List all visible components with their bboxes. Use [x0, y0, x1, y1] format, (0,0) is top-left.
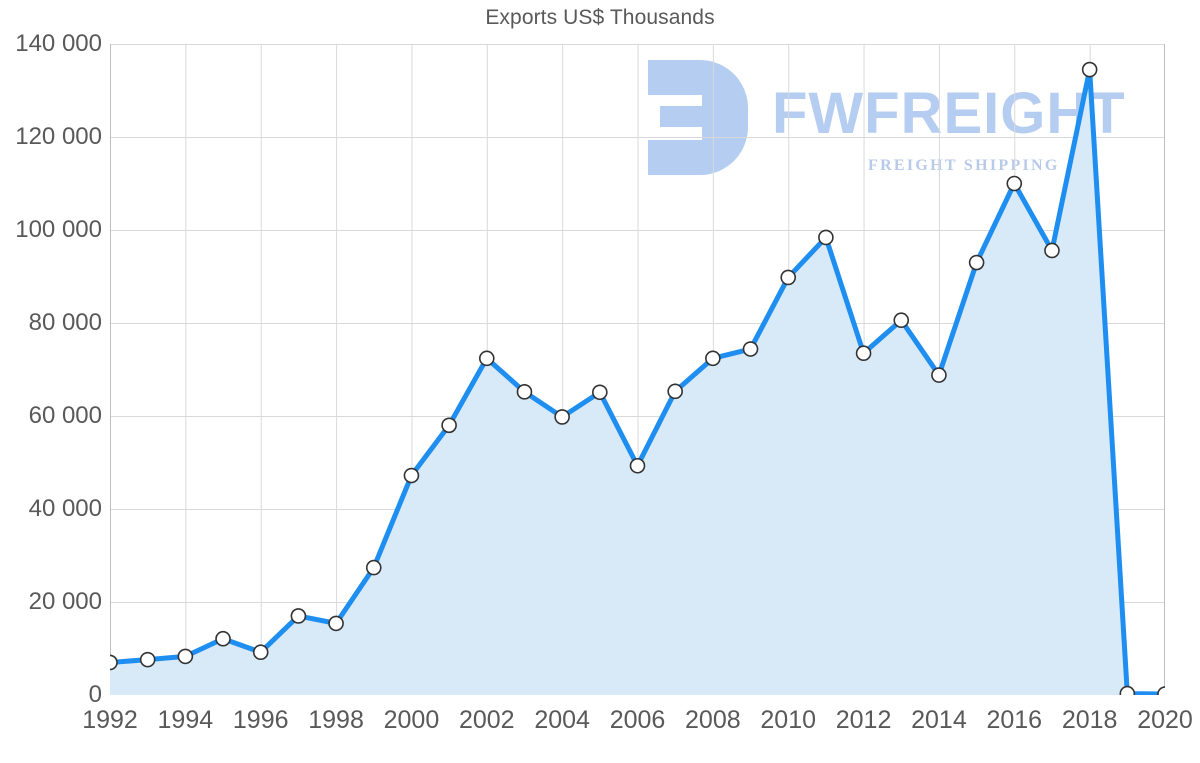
- data-point-marker: [215, 630, 231, 647]
- x-axis-tick-label: 2012: [835, 706, 892, 734]
- y-axis-tick-label: 80 000: [28, 309, 102, 336]
- data-point-marker: [516, 384, 533, 400]
- x-axis-tick-label: 1996: [232, 706, 289, 734]
- data-point-marker: [780, 269, 797, 286]
- data-point-marker: [441, 417, 457, 434]
- data-point-marker: [705, 350, 721, 367]
- y-axis-tick-label: 20 000: [28, 588, 102, 615]
- data-point-marker: [102, 654, 118, 671]
- data-point-marker: [177, 648, 194, 665]
- data-point-marker: [931, 367, 947, 383]
- data-point-marker: [328, 615, 344, 632]
- data-point-marker: [1081, 61, 1098, 78]
- y-axis-tick-label: 40 000: [28, 495, 102, 522]
- x-axis-tick-label: 1998: [308, 706, 364, 734]
- data-point-marker: [818, 229, 834, 246]
- area-fill: [110, 69, 1165, 695]
- x-axis-tick-label: 1994: [157, 706, 214, 734]
- plot-area: [102, 44, 1173, 702]
- data-point-marker: [290, 608, 307, 624]
- x-axis-tick-label: 2020: [1137, 706, 1193, 734]
- x-axis-tick-label: 2018: [1061, 706, 1118, 734]
- data-point-marker: [855, 345, 872, 362]
- y-axis-tick-label: 100 000: [15, 216, 102, 243]
- y-axis-tick-label: 120 000: [15, 123, 102, 150]
- data-point-marker: [1006, 175, 1023, 192]
- data-point-marker: [478, 350, 495, 367]
- data-point-marker: [667, 383, 683, 400]
- x-axis-tick-label: 1992: [82, 706, 138, 734]
- data-point-marker: [139, 651, 156, 668]
- data-point-marker: [629, 457, 646, 474]
- y-axis-tick-label: 60 000: [28, 402, 102, 429]
- data-point-marker: [1119, 685, 1136, 702]
- data-point-marker: [365, 559, 382, 576]
- x-axis-tick-label: 2004: [534, 706, 590, 734]
- chart-title: Exports US$ Thousands: [485, 6, 715, 29]
- data-point-marker: [1044, 242, 1060, 259]
- data-point-marker: [252, 644, 269, 661]
- area-chart-plot: [102, 44, 1173, 702]
- data-point-marker: [1157, 686, 1173, 702]
- x-axis-tick-label: 2014: [911, 706, 967, 734]
- data-point-marker: [554, 409, 570, 425]
- y-axis-tick-label: 140 000: [15, 30, 102, 57]
- x-axis-tick-label: 2008: [685, 706, 741, 734]
- x-axis-tick-label: 2016: [986, 706, 1043, 734]
- data-point-marker: [742, 341, 759, 357]
- x-axis-tick-label: 2006: [609, 706, 666, 734]
- x-axis-tick-label: 2010: [760, 706, 817, 734]
- y-axis-tick-label: 0: [88, 681, 102, 708]
- x-axis-tick-label: 2002: [458, 706, 515, 734]
- x-axis-tick-label: 2000: [383, 706, 440, 734]
- data-point-marker: [968, 254, 985, 271]
- data-point-marker: [592, 384, 608, 401]
- data-point-marker: [893, 312, 910, 329]
- data-point-marker: [403, 467, 420, 484]
